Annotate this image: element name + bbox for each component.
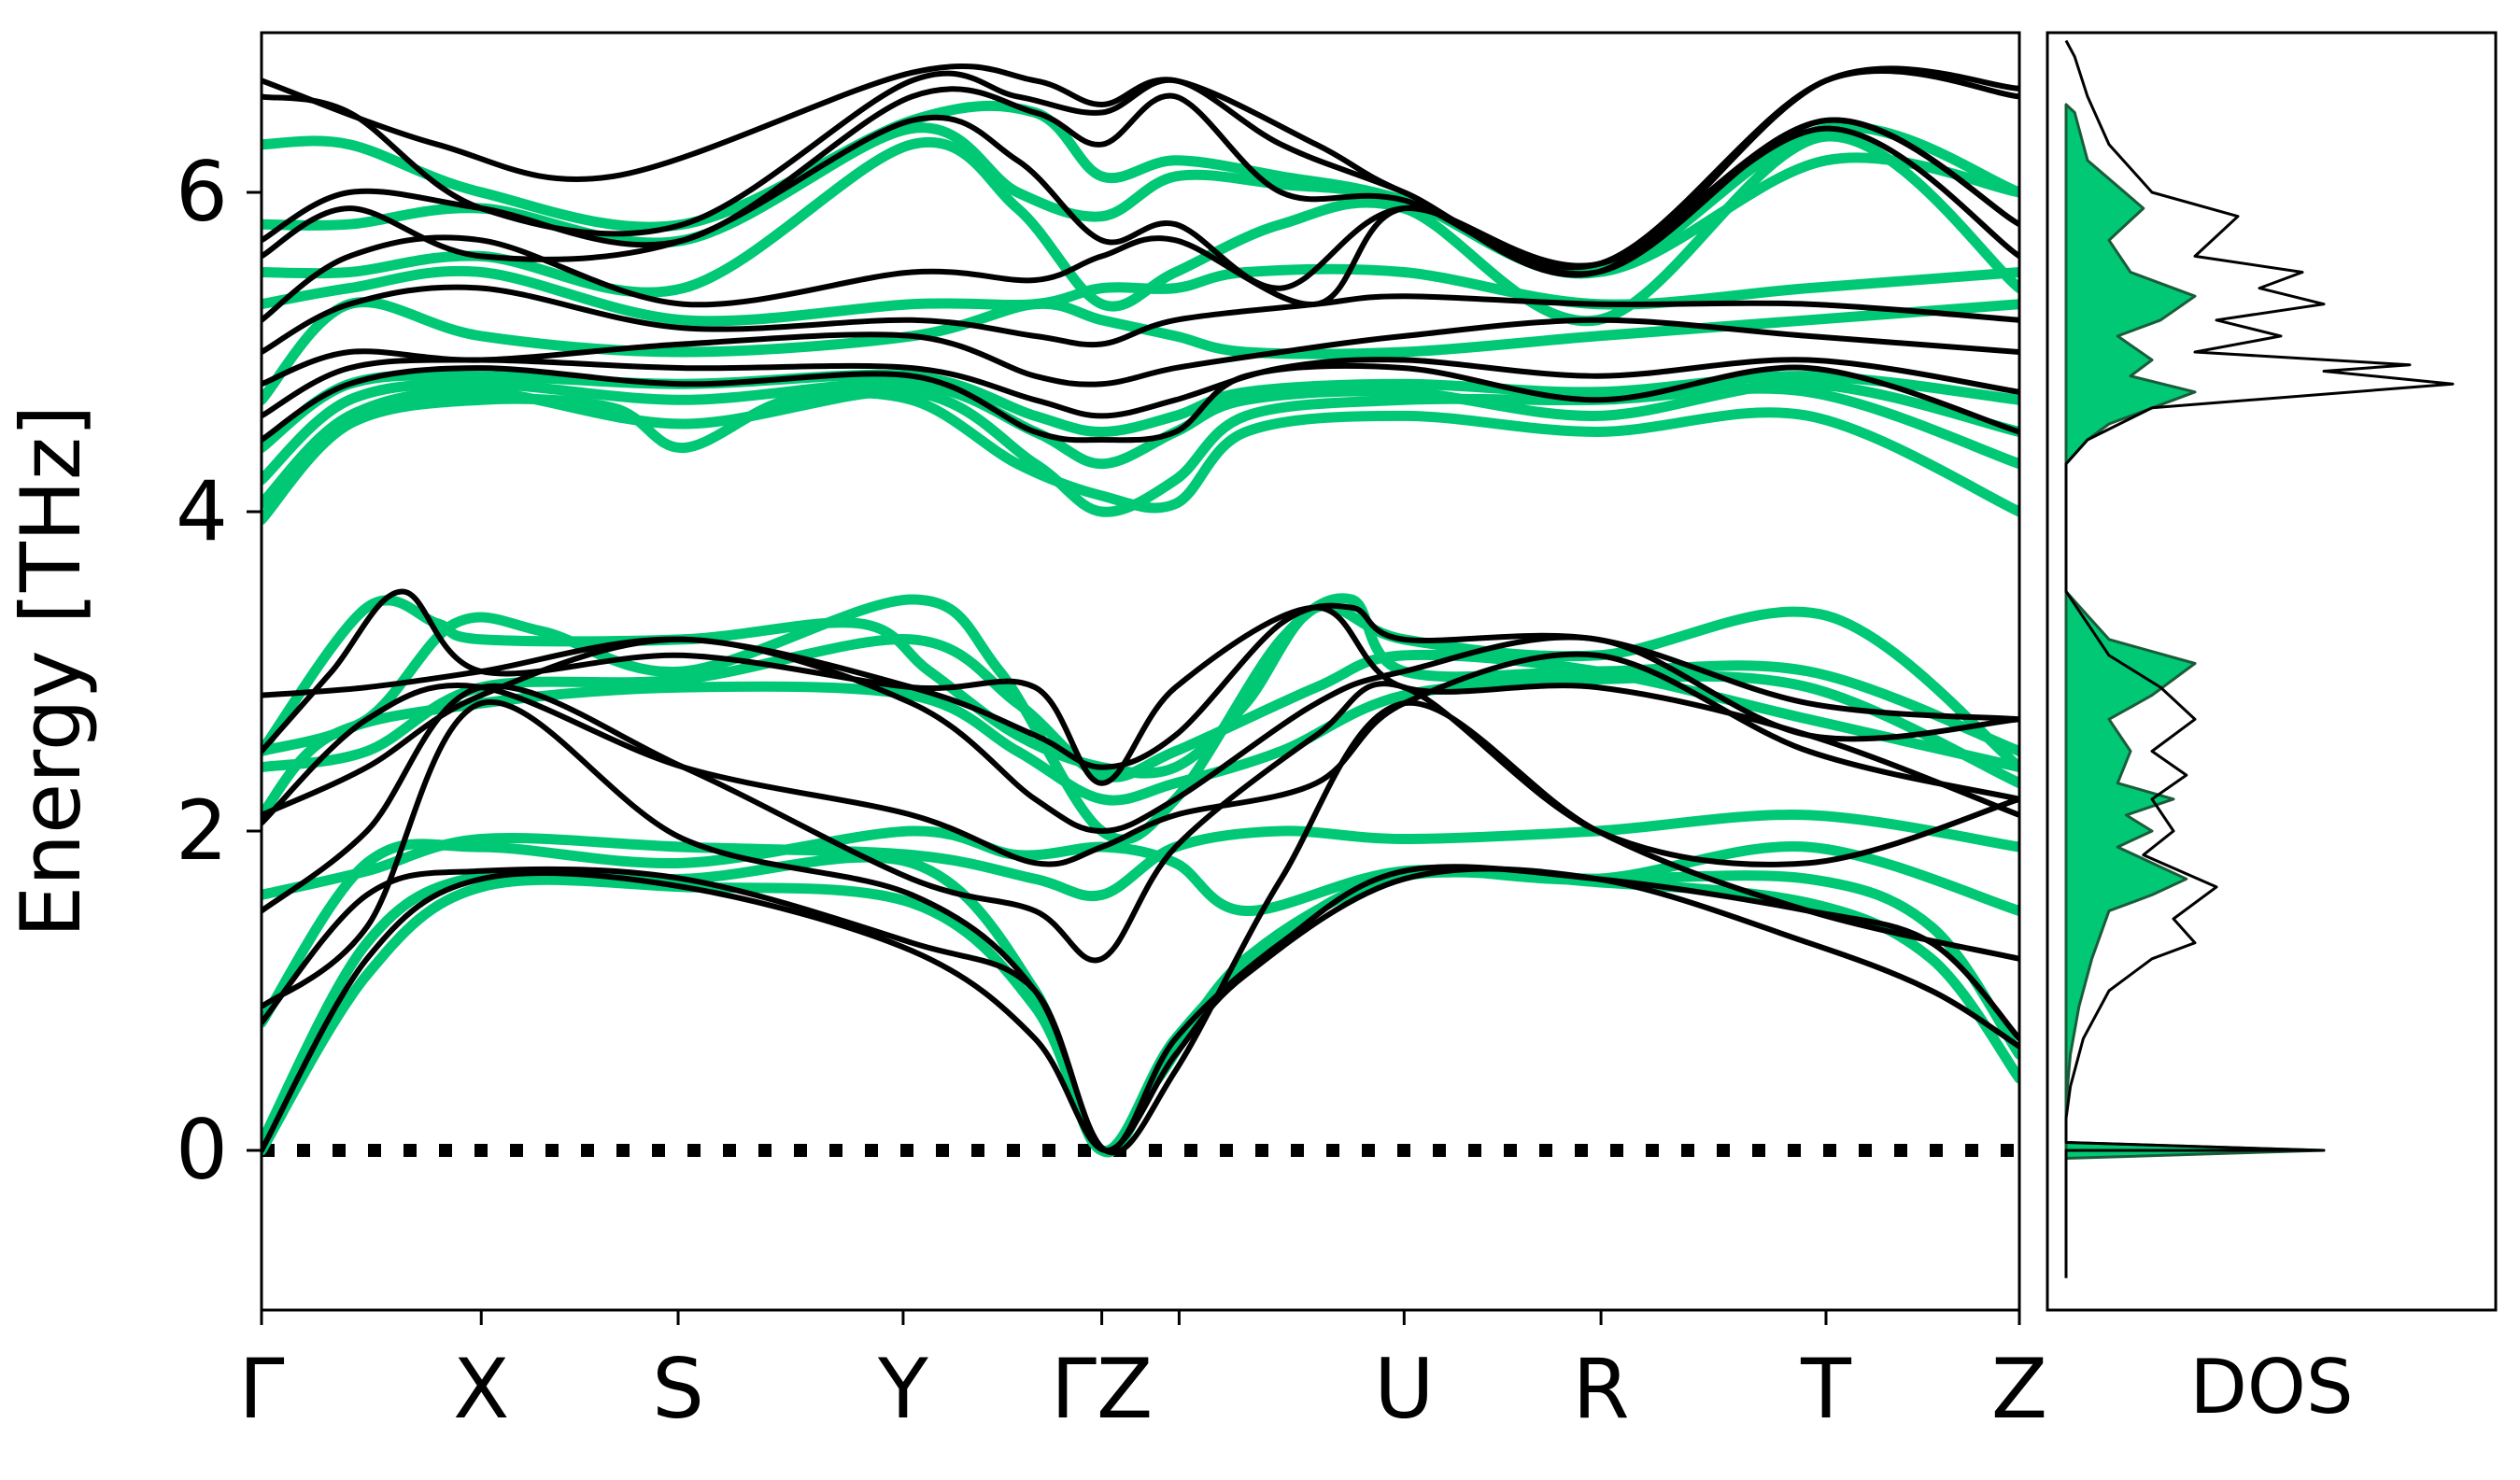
band-black-7 [262,588,2019,818]
band-black-16 [262,63,2019,271]
dos-x-axis-label: DOS [2189,1344,2353,1431]
dos-line-curve [2064,39,2455,1278]
band-series-black [262,63,2019,1156]
x-tick-label: Z [1991,1341,2047,1437]
y-tick-label: 2 [176,782,228,879]
band-green-10 [262,377,2019,486]
band-lines [262,63,2019,1158]
x-axis-kpath-ticks: Γ X S Y ΓZ U R T Z [238,1310,2047,1437]
dos-series [2064,39,2455,1278]
dos-plot: DOS [2046,31,2498,1431]
band-plot-frame [260,31,2021,1312]
band-black-6 [262,602,2019,770]
band-green-4 [262,670,2019,821]
x-tick-label: Y [877,1341,928,1437]
band-black-8 [262,362,2019,444]
x-tick-label: S [652,1341,704,1437]
dos-plot-frame [2046,31,2498,1312]
y-axis-ticks: 0 2 4 6 [176,144,262,1198]
band-black-5 [262,634,2019,834]
band-black-15 [262,65,2019,278]
band-black-1 [262,864,2019,1154]
x-tick-label: ΓZ [1051,1341,1153,1437]
band-green-14 [262,131,2019,327]
band-green-11 [262,369,2019,454]
band-black-10 [262,317,2019,388]
y-tick-label: 0 [176,1102,228,1198]
band-green-12 [262,297,2019,405]
y-tick-label: 6 [176,144,228,240]
y-tick-label: 4 [176,463,228,559]
band-series-green [262,100,2019,1158]
band-structure-plot: 0 2 4 6 Γ X S Y ΓZ U R T Z Energy [THz] [3,31,2047,1437]
band-green-3 [262,810,2019,902]
x-tick-label: R [1573,1341,1630,1437]
x-tick-label: T [1800,1341,1852,1437]
band-black-11 [262,284,2019,355]
x-tick-label: X [453,1341,509,1437]
band-green-16 [262,100,2019,278]
x-tick-label: Γ [238,1341,284,1437]
y-axis-label: Energy [THz] [3,405,99,938]
dos-filled-curve [2064,103,2326,1160]
x-tick-label: U [1374,1341,1434,1437]
